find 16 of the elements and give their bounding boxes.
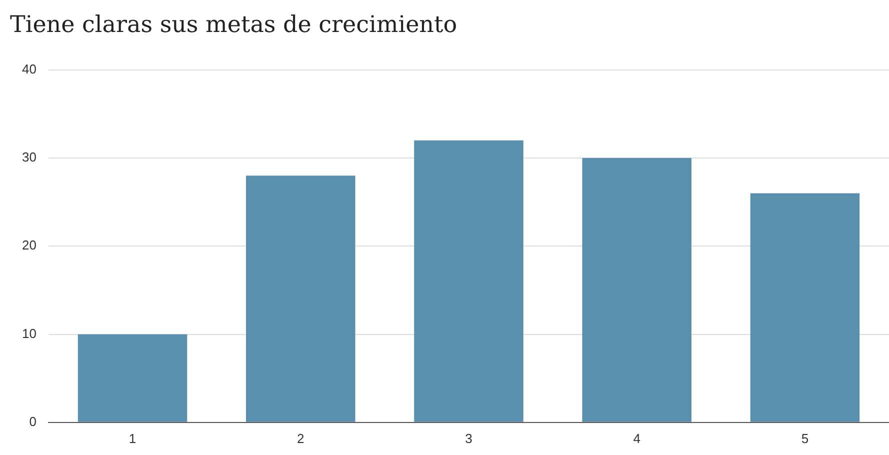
x-tick-label: 5 — [801, 430, 809, 446]
bar — [246, 176, 356, 422]
bar — [582, 158, 692, 422]
chart-title: Tiene claras sus metas de crecimiento — [10, 12, 458, 38]
bar — [414, 140, 524, 422]
y-tick-label: 0 — [29, 414, 36, 429]
y-tick-label: 20 — [22, 238, 36, 253]
x-tick-label: 2 — [297, 430, 304, 446]
y-tick-label: 30 — [22, 150, 36, 165]
bar — [750, 193, 860, 422]
bar — [78, 334, 188, 422]
y-tick-label: 10 — [22, 326, 36, 341]
x-tick-label: 3 — [465, 430, 472, 446]
x-tick-label: 4 — [633, 430, 640, 446]
x-tick-label: 1 — [128, 430, 136, 446]
y-tick-label: 40 — [22, 61, 36, 76]
